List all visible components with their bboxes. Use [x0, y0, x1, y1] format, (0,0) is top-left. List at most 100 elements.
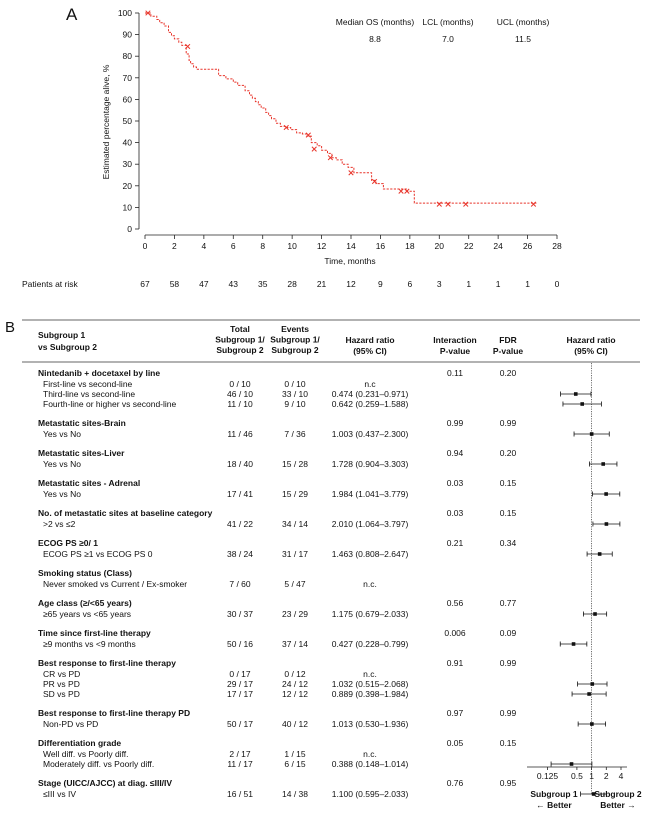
- km-x-tick-label: 6: [231, 241, 236, 251]
- km-y-axis-label: Estimated percentage alive, %: [101, 64, 111, 179]
- forest-events: 6 / 15: [284, 759, 306, 769]
- forest-hazard-ratio-text: 1.175 (0.679–2.033): [332, 609, 409, 619]
- forest-estimate: [577, 681, 608, 687]
- forest-hazard-ratio-text: 2.010 (1.064–3.797): [332, 519, 409, 529]
- forest-fdr-p: 0.99: [500, 708, 517, 718]
- forest-point-estimate: [580, 402, 585, 406]
- header-fdr-p: FDR: [499, 335, 516, 345]
- risk-count: 21: [317, 279, 327, 289]
- forest-events: 34 / 14: [282, 519, 308, 529]
- forest-row-label: Never smoked vs Current / Ex-smoker: [43, 579, 187, 589]
- km-censor-stroke: [283, 124, 289, 131]
- forest-total: 17 / 41: [227, 489, 253, 499]
- km-stat-value: 11.5: [515, 34, 531, 44]
- forest-interaction-p: 0.03: [447, 508, 464, 518]
- km-x-tick-label: 8: [260, 241, 265, 251]
- forest-events: 33 / 10: [282, 389, 308, 399]
- forest-estimate: [586, 551, 613, 557]
- forest-fdr-p: 0.15: [500, 738, 517, 748]
- forest-x-tick-label: 1: [589, 771, 594, 781]
- header-total: Subgroup 1/: [215, 335, 265, 345]
- header-hazard-ratio: Hazard ratio: [345, 335, 394, 345]
- footer-subgroup-2: Subgroup 2: [594, 789, 641, 799]
- risk-count: 58: [170, 279, 180, 289]
- km-y-tick-label: 30: [123, 159, 133, 169]
- forest-total: 0 / 10: [229, 379, 251, 389]
- header-events: Events: [281, 324, 309, 334]
- header-interaction-p: P-value: [440, 346, 471, 356]
- km-stat-value: 8.8: [369, 34, 381, 44]
- forest-group-title: Metastatic sites - Adrenal: [38, 478, 140, 488]
- forest-row-label: Third-line vs second-line: [43, 389, 135, 399]
- forest-hazard-ratio-text: n.c.: [363, 579, 377, 589]
- forest-total: 18 / 40: [227, 459, 253, 469]
- forest-x-tick-label: 4: [619, 771, 624, 781]
- forest-fdr-p: 0.95: [500, 778, 517, 788]
- km-censor-mark: [348, 170, 354, 176]
- forest-point-estimate: [573, 392, 578, 396]
- km-censor-stroke: [530, 201, 537, 207]
- risk-count: 9: [378, 279, 383, 289]
- forest-estimate: [577, 721, 607, 727]
- forest-fdr-p: 0.99: [500, 418, 517, 428]
- km-x-tick-label: 26: [523, 241, 533, 251]
- forest-group-title: Nintedanib + docetaxel by line: [38, 368, 160, 378]
- forest-total: 17 / 17: [227, 689, 253, 699]
- risk-count: 1: [525, 279, 530, 289]
- km-y-tick-label: 10: [123, 202, 133, 212]
- km-x-axis-label: Time, months: [324, 256, 375, 266]
- forest-interaction-p: 0.006: [444, 628, 466, 638]
- km-stat-header: UCL (months): [497, 17, 550, 27]
- km-y-tick-label: 80: [123, 51, 133, 61]
- km-censor-mark: [327, 155, 334, 161]
- forest-group-title: Metastatic sites-Brain: [38, 418, 126, 428]
- forest-estimate: [582, 611, 608, 617]
- forest-group-title: Time since first-line therapy: [38, 628, 151, 638]
- km-censor-mark: [398, 188, 404, 194]
- km-stat-header: LCL (months): [422, 17, 473, 27]
- forest-row-label: PR vs PD: [43, 679, 80, 689]
- km-censor-stroke: [305, 132, 311, 138]
- risk-count: 6: [407, 279, 412, 289]
- risk-count: 1: [466, 279, 471, 289]
- forest-row-label: Fourth-line or higher vs second-line: [43, 399, 177, 409]
- km-stat-header: Median OS (months): [336, 17, 415, 27]
- forest-total: 0 / 17: [229, 669, 251, 679]
- km-x-tick-label: 20: [435, 241, 445, 251]
- forest-row-label: First-line vs second-line: [43, 379, 133, 389]
- km-x-tick-label: 28: [552, 241, 562, 251]
- forest-total: 41 / 22: [227, 519, 253, 529]
- forest-x-tick-label: 0.125: [537, 771, 559, 781]
- risk-count: 0: [555, 279, 560, 289]
- km-y-tick-label: 90: [123, 30, 133, 40]
- forest-point-estimate: [571, 642, 576, 646]
- forest-estimate: [592, 521, 621, 527]
- forest-events: 0 / 10: [284, 379, 306, 389]
- km-censor-stroke: [398, 188, 404, 194]
- risk-count: 43: [229, 279, 239, 289]
- forest-fdr-p: 0.20: [500, 368, 517, 378]
- forest-estimate: [592, 491, 621, 497]
- forest-fdr-p: 0.20: [500, 448, 517, 458]
- forest-events: 14 / 38: [282, 789, 308, 799]
- forest-total: 7 / 60: [229, 579, 251, 589]
- forest-total: 30 / 37: [227, 609, 253, 619]
- forest-events: 31 / 17: [282, 549, 308, 559]
- header-plot-hazard-ratio: (95% CI): [574, 346, 608, 356]
- forest-events: 15 / 28: [282, 459, 308, 469]
- forest-row-label: ≥9 months vs <9 months: [43, 639, 136, 649]
- km-y-tick-label: 20: [123, 181, 133, 191]
- forest-fdr-p: 0.15: [500, 508, 517, 518]
- forest-row-label: ≥65 years vs <65 years: [43, 609, 131, 619]
- km-censor-mark: [530, 201, 537, 207]
- forest-hazard-ratio-text: 1.100 (0.595–2.033): [332, 789, 409, 799]
- forest-estimate: [562, 401, 602, 407]
- forest-hazard-ratio-text: 1.003 (0.437–2.300): [332, 429, 409, 439]
- forest-interaction-p: 0.21: [447, 538, 464, 548]
- forest-hazard-ratio-text: 0.642 (0.259–1.588): [332, 399, 409, 409]
- header-fdr-p: P-value: [493, 346, 524, 356]
- km-censor-stroke: [311, 146, 317, 152]
- km-y-tick-label: 70: [123, 73, 133, 83]
- km-censor-mark: [145, 10, 151, 16]
